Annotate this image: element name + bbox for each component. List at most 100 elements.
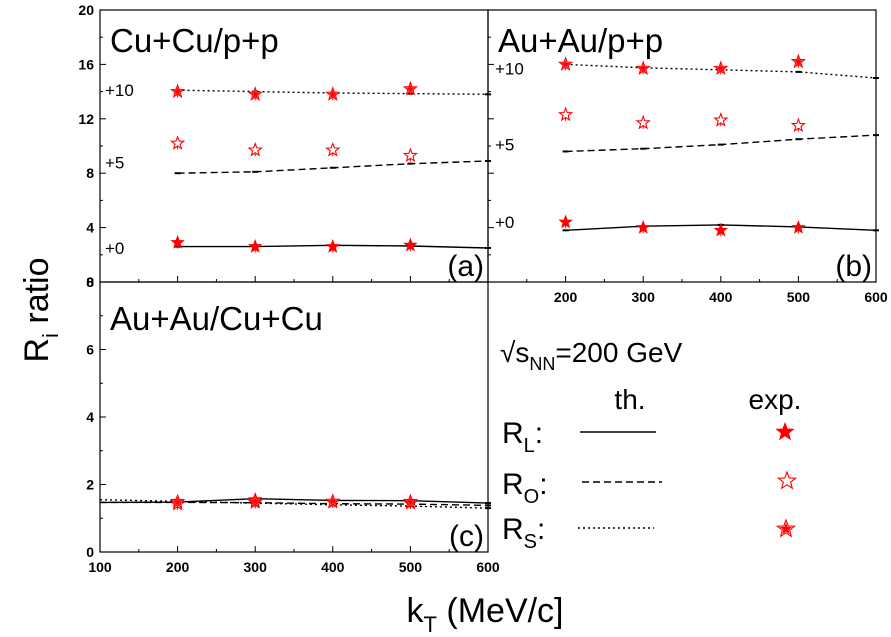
- y-tick-label: 2: [86, 477, 94, 493]
- exp-point-r-s: [169, 83, 186, 99]
- legend-row-o-label: RO:: [502, 468, 548, 508]
- legend-star-mixed: [775, 518, 797, 538]
- exp-point-r-s: [713, 60, 729, 76]
- exp-point-r-s: [402, 80, 419, 96]
- offset-label: +10: [495, 59, 524, 78]
- y-tick-label: 20: [78, 2, 94, 18]
- exp-point-r-o: [402, 147, 419, 163]
- x-tick-label: 200: [554, 289, 578, 305]
- legend-row-l-sub: L: [524, 435, 535, 457]
- exp-point-r-s: [169, 493, 186, 509]
- theory-line-r-o: [100, 501, 488, 507]
- legend-row-s-main: R: [502, 513, 524, 546]
- exp-point-r-s: [790, 53, 807, 69]
- panel-title: Cu+Cu/p+p: [110, 22, 279, 59]
- svg-text:Ri ratio: Ri ratio: [18, 257, 63, 362]
- legend-row-s-label: RS:: [502, 513, 545, 553]
- offset-label: +10: [105, 81, 134, 100]
- exp-point-r-s: [247, 86, 263, 101]
- exp-point-r-l: [403, 237, 418, 252]
- legend-row-l: RL:: [502, 417, 795, 457]
- exp-point-r-s: [325, 86, 341, 101]
- exp-point-r-o: [557, 106, 574, 122]
- exp-point-r-l: [713, 222, 729, 237]
- y-tick-label: 0: [86, 544, 94, 560]
- exp-point-r-s: [635, 60, 651, 76]
- exp-point-r-l: [791, 219, 806, 234]
- exp-point-r-o: [169, 135, 186, 150]
- exp-point-r-l: [558, 214, 573, 229]
- x-axis-label: kT (MeV/c]: [406, 592, 563, 637]
- x-tick-label: 400: [321, 559, 345, 575]
- theory-line-r-o: [565, 134, 876, 153]
- y-axis-label-main: R: [18, 338, 56, 363]
- exp-point-r-s: [325, 493, 341, 508]
- legend-row-s-colon: :: [537, 513, 545, 546]
- x-tick-label: 500: [399, 559, 423, 575]
- panel-title: Au+Au/p+p: [498, 22, 663, 59]
- legend-energy-value: =200 GeV: [555, 337, 682, 368]
- legend-row-o: RO:: [502, 468, 798, 508]
- legend-energy: √sNN=200 GeV: [500, 337, 683, 374]
- panel-a: 0 4 8 12 16 20 Cu+Cu/p+p (a) +10 +5 +0: [78, 2, 491, 290]
- exp-point-r-l: [170, 234, 185, 249]
- exp-point-r-o: [325, 142, 341, 157]
- panel-label: (c): [449, 520, 484, 553]
- y-tick-label: 16: [78, 56, 94, 72]
- exp-point-r-o: [247, 142, 263, 157]
- x-tick-label: 600: [476, 559, 500, 575]
- y-tick-label: 0: [86, 274, 94, 290]
- exp-point-r-o: [790, 117, 807, 133]
- legend-row-l-label: RL:: [502, 417, 543, 457]
- offset-label: +5: [105, 153, 124, 172]
- exp-point-r-l: [635, 219, 651, 234]
- theory-line-r-l: [100, 497, 488, 504]
- x-tick-label: 100: [88, 559, 112, 575]
- x-axis-label-sub: T: [423, 612, 436, 637]
- y-axis-label: Ri ratio: [18, 257, 63, 362]
- legend-row-s: RS:: [502, 513, 797, 553]
- svg-text:kT (MeV/c]: kT (MeV/c]: [406, 592, 563, 637]
- legend-row-o-colon: :: [539, 468, 547, 501]
- legend-row-l-colon: :: [535, 417, 543, 450]
- offset-label: +0: [495, 213, 514, 232]
- panel-b: 200 300 400 500 600 Au+Au/p+p (b) +10 +5 +0: [487, 9, 888, 305]
- offset-label: +0: [105, 239, 124, 258]
- legend-row-o-main: R: [502, 468, 524, 501]
- y-tick-label: 4: [86, 220, 94, 236]
- legend-row-s-sub: S: [524, 531, 537, 553]
- exp-point-r-s: [247, 493, 263, 508]
- legend-row-l-main: R: [502, 417, 524, 450]
- x-tick-label: 400: [709, 289, 733, 305]
- y-axis-label-rest: ratio: [18, 257, 56, 333]
- legend-marker-filled-star: [775, 421, 795, 441]
- panel-label: (a): [447, 250, 484, 283]
- legend-energy-sub: NN: [529, 354, 555, 374]
- x-axis-label-rest: (MeV/c]: [437, 592, 564, 630]
- x-tick-label: 300: [632, 289, 656, 305]
- exp-point-r-l: [247, 238, 263, 253]
- legend-marker-open-star: [776, 470, 798, 490]
- x-tick-label: 200: [166, 559, 190, 575]
- y-tick-label: 4: [86, 409, 94, 425]
- legend-star-filled: [775, 421, 795, 441]
- legend-marker-star-filled-open: [775, 518, 797, 538]
- panel-title: Au+Au/Cu+Cu: [110, 300, 323, 337]
- legend-energy-prefix: √s: [500, 337, 529, 368]
- panel-label: (b): [835, 250, 872, 283]
- legend-exp-header: exp.: [749, 384, 802, 415]
- x-axis-label-main: k: [406, 592, 424, 630]
- exp-point-r-s: [402, 493, 419, 509]
- legend-row-o-sub: O: [524, 486, 540, 508]
- panel-c: 0 2 4 6 8 100 200 300 400 500 600 Au+Au/Cu+Cu (c): [86, 274, 500, 575]
- exp-point-r-o: [635, 114, 651, 130]
- exp-point-r-o: [713, 112, 729, 127]
- y-tick-label: 6: [86, 342, 94, 358]
- x-tick-label: 500: [787, 289, 811, 305]
- x-tick-label: 600: [864, 289, 888, 305]
- y-tick-label: 8: [86, 165, 94, 181]
- offset-label: +5: [495, 136, 514, 155]
- legend-th-header: th.: [614, 384, 645, 415]
- legend: √sNN=200 GeV th. exp. RL: RO: RS:: [500, 337, 801, 553]
